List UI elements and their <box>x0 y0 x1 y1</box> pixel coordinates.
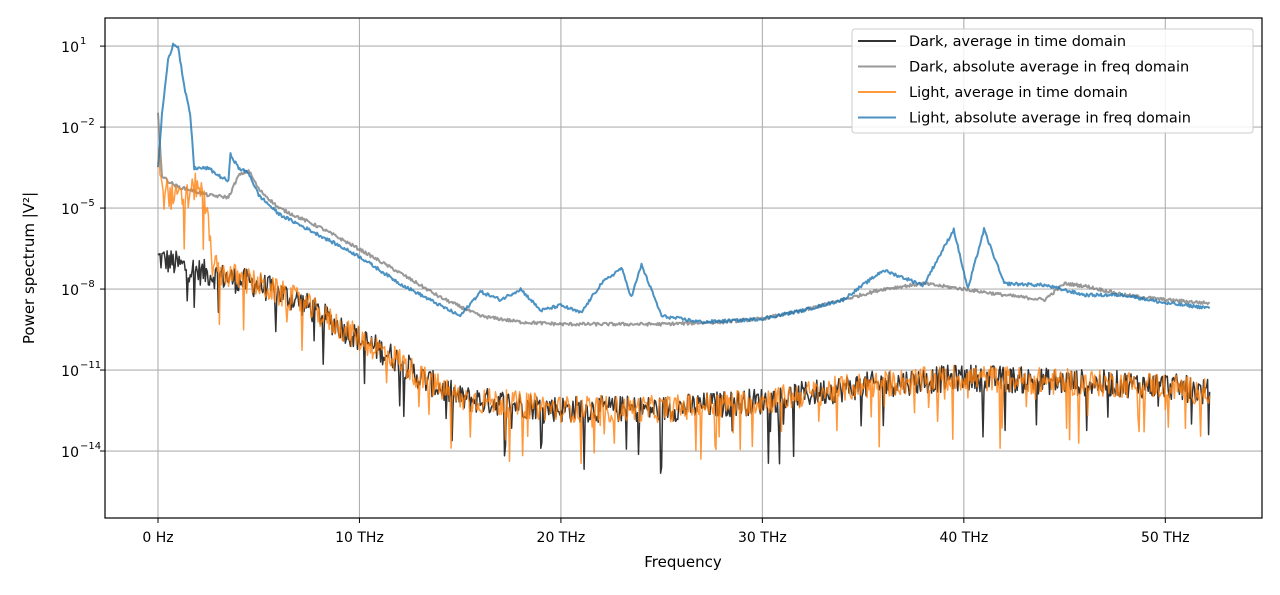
y-tick-exponent: −2 <box>80 117 95 128</box>
x-axis: 0 Hz 10 THz 20 THz 30 THz 40 THz 50 THz <box>142 518 1190 546</box>
series-line-0 <box>157 250 1211 475</box>
x-axis-label: Frequency <box>644 553 722 571</box>
legend-entry: Dark, average in time domain <box>909 34 1126 50</box>
y-tick-label: 10 <box>61 364 79 380</box>
legend: Dark, average in time domain Dark, absolu… <box>851 28 1254 134</box>
series-line-3 <box>157 42 1211 325</box>
y-axis-label: Power spectrum |V²| <box>20 192 38 344</box>
y-tick-label: 10 <box>61 121 79 137</box>
series-line-2 <box>157 147 1211 465</box>
legend-entry: Light, absolute average in freq domain <box>909 111 1191 127</box>
x-tick-label: 40 THz <box>939 530 988 546</box>
y-tick-exponent: −14 <box>80 441 101 452</box>
y-tick-label: 10 <box>61 40 79 56</box>
series-line-1 <box>157 112 1211 327</box>
legend-entry: Light, average in time domain <box>909 85 1128 101</box>
legend-entry: Dark, absolute average in freq domain <box>909 60 1189 76</box>
y-tick-label: 10 <box>61 202 79 218</box>
x-tick-label: 10 THz <box>335 530 384 546</box>
x-tick-label: 20 THz <box>537 530 586 546</box>
series-lines <box>157 42 1211 475</box>
x-tick-label: 0 Hz <box>142 530 173 546</box>
x-tick-label: 50 THz <box>1141 530 1190 546</box>
y-tick-exponent: −8 <box>80 279 95 290</box>
y-tick-exponent: −5 <box>80 198 95 209</box>
plot-frame <box>104 17 1263 519</box>
y-tick-exponent: 1 <box>80 36 86 47</box>
x-tick-label: 30 THz <box>738 530 787 546</box>
y-tick-label: 10 <box>61 283 79 299</box>
y-tick-label: 10 <box>61 445 79 461</box>
y-tick-exponent: −11 <box>80 360 101 371</box>
